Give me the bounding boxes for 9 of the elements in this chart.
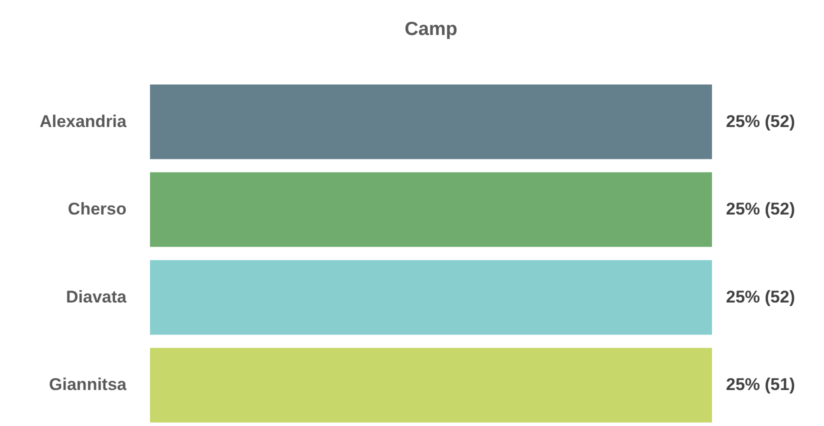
data-label: 25% (52): [726, 287, 795, 306]
chart-title: Camp: [404, 19, 458, 40]
y-tick-label: Alexandria: [40, 112, 128, 131]
y-tick-label: Diavata: [66, 287, 128, 306]
y-tick-label: Cherso: [68, 200, 126, 219]
data-label: 25% (52): [726, 112, 795, 131]
data-label: 25% (52): [726, 200, 795, 219]
data-label: 25% (51): [726, 375, 795, 394]
y-tick-label: Giannitsa: [49, 375, 128, 394]
